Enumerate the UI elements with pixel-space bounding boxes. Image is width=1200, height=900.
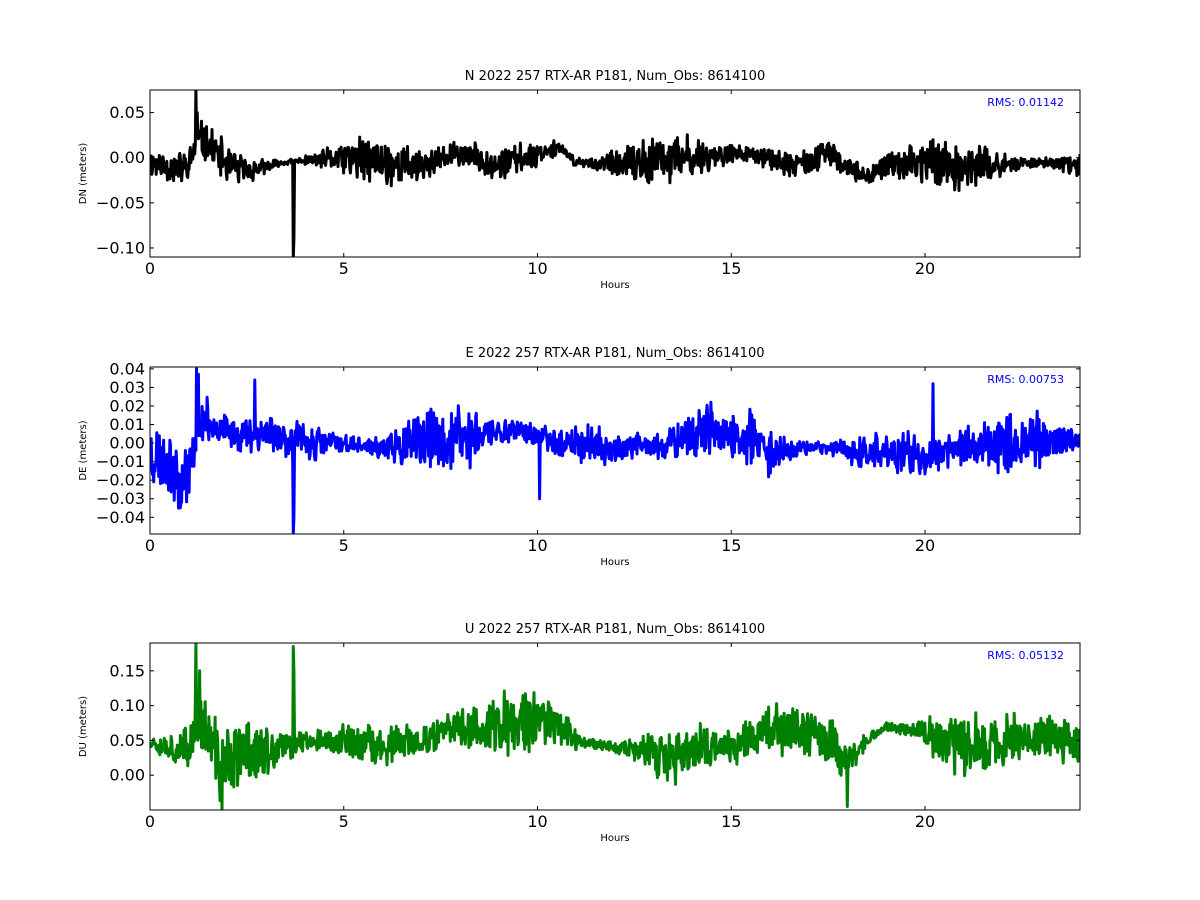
y-tick-label: −0.03	[96, 489, 145, 508]
x-tick-label: 15	[721, 259, 741, 278]
y-tick-label: −0.04	[96, 508, 145, 527]
rms-annotation: RMS: 0.05132	[987, 649, 1064, 662]
x-tick-label: 20	[915, 536, 935, 555]
series-line	[150, 643, 1080, 810]
y-tick-label: 0.00	[109, 766, 145, 785]
series-line	[150, 367, 1080, 534]
rms-annotation: RMS: 0.00753	[987, 373, 1064, 386]
y-axis-label: DU (meters)	[78, 696, 89, 757]
x-tick-label: 0	[145, 812, 155, 831]
series-line	[150, 90, 1080, 257]
x-tick-label: 20	[915, 259, 935, 278]
x-tick-label: 0	[145, 259, 155, 278]
y-tick-label: 0.00	[109, 148, 145, 167]
y-tick-label: 0.10	[109, 696, 145, 715]
y-tick-label: 0.15	[109, 661, 145, 680]
y-tick-label: −0.01	[96, 452, 145, 471]
x-tick-label: 20	[915, 812, 935, 831]
y-tick-label: 0.05	[109, 103, 145, 122]
y-tick-label: 0.01	[109, 415, 145, 434]
subplot-title: N 2022 257 RTX-AR P181, Num_Obs: 8614100	[465, 69, 765, 84]
plot-frame	[149, 89, 1081, 258]
y-tick-label: 0.05	[109, 731, 145, 750]
plot-frame	[149, 642, 1081, 811]
y-tick-label: 0.02	[109, 396, 145, 415]
subplot-1: E 2022 257 RTX-AR P181, Num_Obs: 8614100…	[78, 346, 1081, 568]
x-tick-label: 5	[339, 259, 349, 278]
subplot-0: N 2022 257 RTX-AR P181, Num_Obs: 8614100…	[78, 69, 1081, 291]
x-tick-label: 15	[721, 812, 741, 831]
subplot-title: U 2022 257 RTX-AR P181, Num_Obs: 8614100	[465, 622, 765, 637]
y-tick-label: −0.02	[96, 471, 145, 490]
x-tick-label: 5	[339, 536, 349, 555]
x-tick-label: 10	[527, 536, 547, 555]
y-tick-label: 0.00	[109, 434, 145, 453]
x-axis-label: Hours	[600, 557, 629, 568]
x-tick-label: 15	[721, 536, 741, 555]
x-tick-label: 5	[339, 812, 349, 831]
subplot-title: E 2022 257 RTX-AR P181, Num_Obs: 8614100	[466, 346, 765, 361]
x-tick-label: 10	[527, 259, 547, 278]
plot-frame	[149, 366, 1081, 535]
rms-annotation: RMS: 0.01142	[987, 96, 1064, 109]
x-tick-label: 0	[145, 536, 155, 555]
y-tick-label: −0.05	[96, 193, 145, 212]
y-tick-label: 0.03	[109, 378, 145, 397]
y-tick-label: 0.04	[109, 359, 145, 378]
y-axis-label: DN (meters)	[78, 143, 89, 205]
subplot-2: U 2022 257 RTX-AR P181, Num_Obs: 8614100…	[78, 622, 1081, 844]
x-tick-label: 10	[527, 812, 547, 831]
x-axis-label: Hours	[600, 280, 629, 291]
y-tick-label: −0.10	[96, 238, 145, 257]
x-axis-label: Hours	[600, 833, 629, 844]
y-axis-label: DE (meters)	[78, 420, 89, 480]
